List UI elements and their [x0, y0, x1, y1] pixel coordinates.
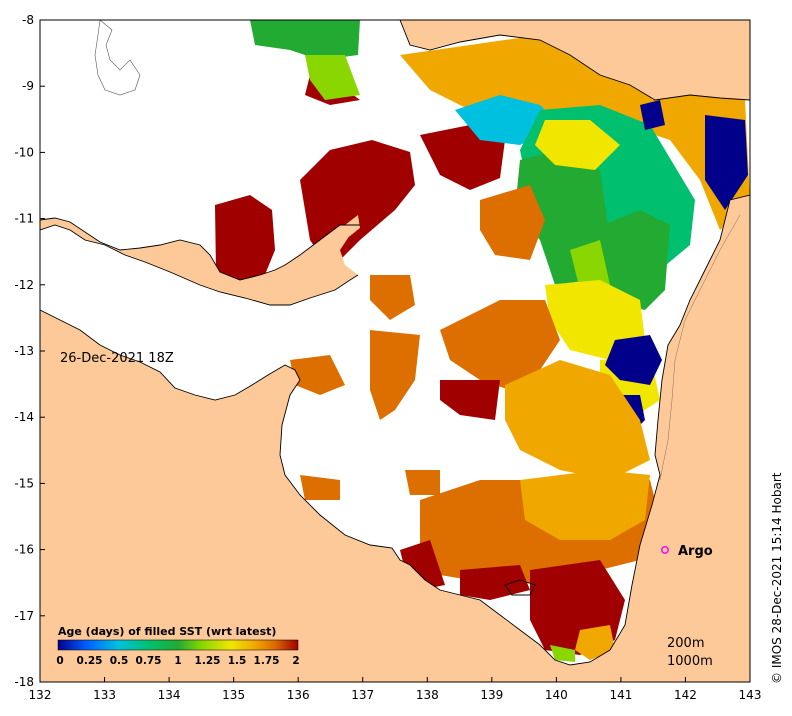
coastline [40, 20, 750, 666]
argo-marker [661, 546, 669, 554]
colorbar-tick-label: 1.75 [254, 655, 280, 667]
colorbar-title: Age (days) of filled SST (wrt latest) [58, 625, 276, 638]
lat-tick-label: -14 [14, 410, 34, 424]
colorbar-tick-label: 0.25 [77, 655, 103, 667]
lat-tick-label: -15 [14, 476, 34, 490]
colorbar-tick-label: 2 [292, 655, 299, 667]
lon-tick-label: 136 [287, 688, 310, 702]
lon-tick-label: 141 [609, 688, 632, 702]
lon-tick-label: 143 [739, 688, 762, 702]
lon-tick-label: 135 [222, 688, 245, 702]
date-label: 26-Dec-2021 18Z [60, 351, 174, 366]
colorbar-gradient [57, 639, 299, 651]
lon-tick-label: 133 [93, 688, 116, 702]
lat-tick-label: -10 [14, 145, 34, 159]
lat-tick-label: -17 [14, 609, 34, 623]
lon-tick-label: 138 [416, 688, 439, 702]
depth-1000-label: 1000m [667, 654, 713, 669]
lat-tick-label: -12 [14, 278, 34, 292]
argo-label: Argo [678, 544, 713, 559]
lat-tick-label: -11 [14, 212, 34, 226]
colorbar-tick-label: 0 [56, 655, 63, 667]
colorbar-tick-label: 1.25 [195, 655, 221, 667]
latitude-axis: -8 -9 -10 -11 -12 -13 -14 -15 -16 -17 -18 [14, 13, 45, 689]
depth-200-label: 200m [667, 636, 704, 651]
lat-tick-label: -13 [14, 344, 34, 358]
colorbar: Age (days) of filled SST (wrt latest) 0 0… [56, 625, 299, 667]
sst-age-field [215, 20, 750, 662]
lat-tick-label: -8 [22, 13, 34, 27]
map-layers [40, 20, 750, 682]
colorbar-tick-label: 0.5 [110, 655, 129, 667]
lat-tick-label: -18 [14, 675, 34, 689]
depth-contours [659, 214, 741, 481]
colorbar-tick-label: 0.75 [136, 655, 162, 667]
land [40, 20, 750, 682]
longitude-axis: 132 133 134 135 136 137 138 139 140 141 142 143 [29, 677, 762, 702]
lon-tick-label: 140 [545, 688, 568, 702]
credit-text: © IMOS 28-Dec-2021 15:14 Hobart [770, 472, 784, 684]
lat-tick-label: -9 [22, 79, 34, 93]
lon-tick-label: 139 [480, 688, 503, 702]
lon-tick-label: 132 [29, 688, 52, 702]
colorbar-tick-label: 1.5 [228, 655, 247, 667]
lon-tick-label: 142 [674, 688, 697, 702]
lon-tick-label: 134 [158, 688, 181, 702]
colorbar-tick-label: 1 [174, 655, 181, 667]
lon-tick-label: 137 [351, 688, 374, 702]
lat-tick-label: -16 [14, 543, 34, 557]
